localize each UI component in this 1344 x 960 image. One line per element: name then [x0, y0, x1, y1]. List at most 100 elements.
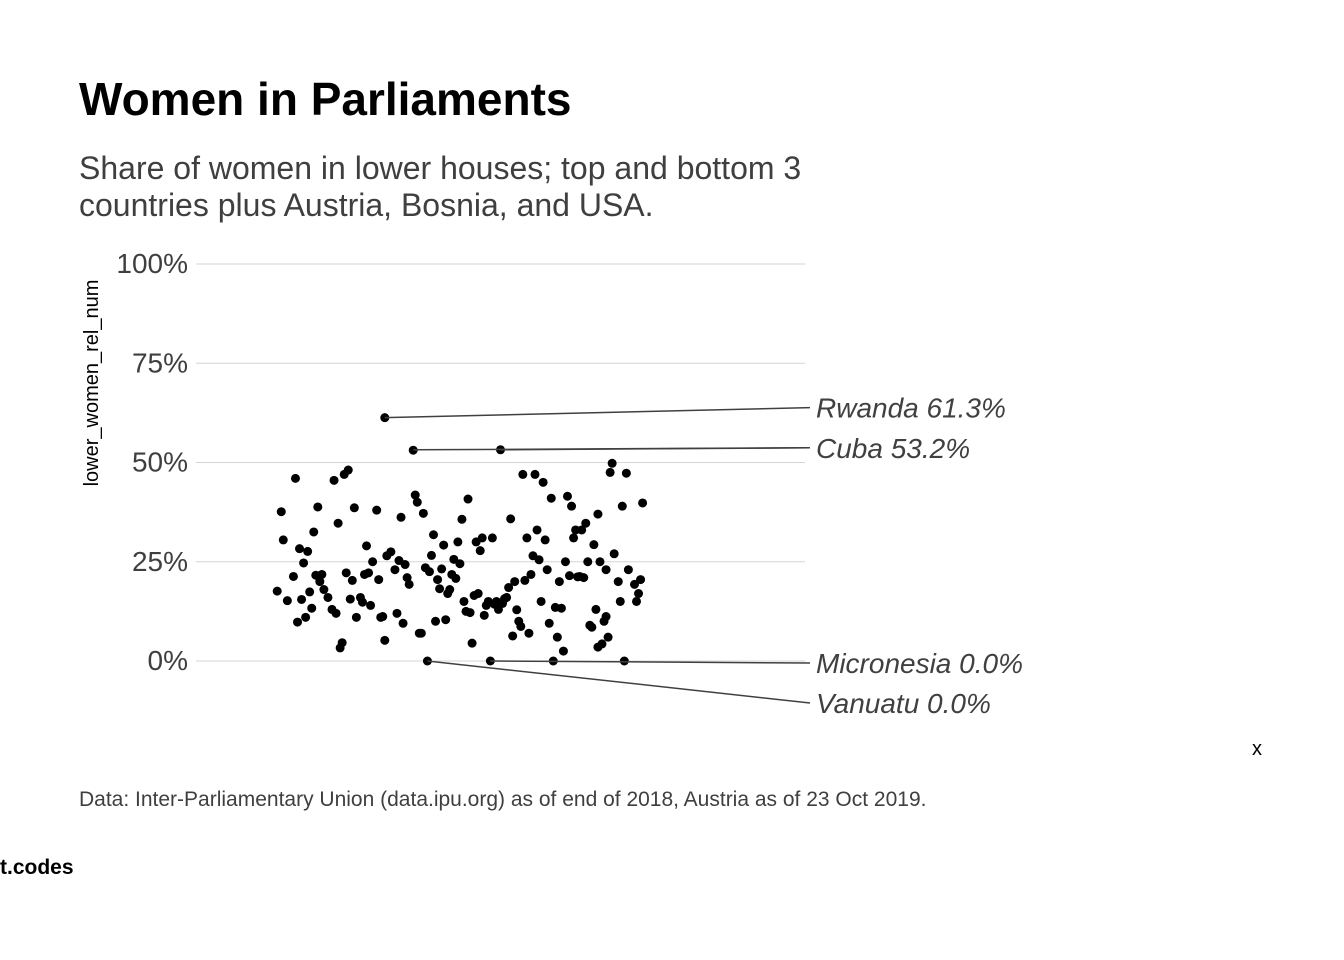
data-point	[386, 547, 396, 557]
y-tick-label: 50%	[132, 447, 188, 478]
data-point	[331, 608, 341, 618]
data-point	[278, 535, 288, 545]
data-point	[542, 565, 552, 575]
data-point	[512, 605, 522, 615]
data-point	[556, 603, 566, 613]
data-point	[349, 503, 359, 513]
y-tick-label: 25%	[132, 546, 188, 577]
data-point	[516, 621, 526, 631]
data-point	[319, 585, 329, 595]
data-point	[577, 525, 587, 535]
data-point	[638, 498, 648, 508]
data-point	[581, 518, 591, 528]
y-axis-label: lower_women_rel_num	[81, 280, 103, 487]
chart-subtitle: Share of women in lower houses; top and …	[79, 150, 802, 223]
data-point	[609, 549, 619, 559]
y-tick-labels: 0% 25% 50% 75% 100%	[116, 248, 188, 676]
y-tick-label: 0%	[148, 645, 188, 676]
grid-lines	[196, 263, 805, 662]
data-point	[437, 564, 447, 574]
data-point	[290, 473, 300, 483]
data-point	[392, 608, 402, 618]
data-point	[457, 514, 467, 524]
data-point	[601, 612, 611, 622]
data-point	[605, 467, 615, 477]
data-point	[426, 550, 436, 560]
data-point	[532, 525, 542, 535]
data-point	[288, 571, 298, 581]
data-point	[441, 615, 451, 625]
data-point	[634, 589, 644, 599]
caption: Data: Inter-Parliamentary Union (data.ip…	[79, 788, 927, 811]
data-point	[402, 573, 412, 583]
data-point	[565, 571, 575, 581]
data-point	[412, 497, 422, 507]
data-point	[366, 600, 376, 610]
data-point	[362, 541, 372, 551]
data-point	[368, 557, 378, 567]
data-point	[538, 477, 548, 487]
data-point	[364, 568, 374, 578]
data-point	[398, 618, 408, 628]
annotation-label: Vanuatu 0.0%	[816, 688, 991, 719]
data-point	[632, 596, 642, 606]
data-point	[621, 468, 631, 478]
data-point	[615, 596, 625, 606]
data-point	[552, 632, 562, 642]
data-point	[510, 577, 520, 587]
data-point	[293, 617, 302, 627]
data-point	[601, 565, 611, 575]
data-point	[378, 612, 388, 622]
data-point	[390, 565, 400, 575]
data-point	[579, 573, 589, 583]
annotation-connector	[384, 406, 811, 419]
data-point	[323, 592, 333, 602]
data-point	[418, 508, 428, 518]
data-point	[534, 555, 544, 565]
data-point	[416, 628, 426, 638]
data-point	[396, 512, 406, 522]
data-point	[530, 469, 540, 479]
data-point	[295, 544, 305, 554]
data-point	[593, 642, 603, 652]
chart-title: Women in Parliaments	[79, 73, 572, 125]
data-point	[431, 616, 441, 626]
y-tick-label: 100%	[116, 248, 188, 279]
annotation-label: Micronesia 0.0%	[816, 648, 1023, 679]
data-point	[540, 535, 550, 545]
data-point	[372, 505, 382, 515]
data-point	[303, 546, 313, 556]
annotation-connector	[500, 447, 811, 451]
data-point	[424, 567, 434, 577]
data-point	[636, 575, 646, 585]
data-point	[341, 568, 351, 578]
data-point	[297, 594, 307, 604]
data-point	[562, 491, 572, 501]
data-point	[347, 575, 357, 585]
y-tick-label: 75%	[132, 347, 188, 378]
data-point	[463, 494, 473, 504]
data-point	[404, 579, 414, 589]
data-point	[619, 656, 629, 666]
data-point	[589, 540, 599, 550]
data-point	[567, 501, 577, 511]
data-point	[475, 546, 485, 556]
data-point	[315, 577, 325, 587]
annotation-label: Rwanda 61.3%	[816, 393, 1006, 424]
data-point	[410, 490, 420, 500]
data-point	[465, 608, 475, 618]
data-point	[583, 557, 593, 567]
data-point	[435, 584, 445, 594]
data-point	[524, 628, 534, 638]
data-point	[587, 622, 597, 632]
data-point	[520, 575, 530, 585]
data-point	[536, 596, 546, 606]
data-point	[345, 594, 355, 604]
data-point	[451, 573, 461, 583]
data-point	[560, 557, 570, 567]
data-point	[337, 638, 347, 648]
data-point	[380, 635, 390, 645]
data-point	[613, 577, 623, 587]
data-point	[276, 507, 286, 517]
